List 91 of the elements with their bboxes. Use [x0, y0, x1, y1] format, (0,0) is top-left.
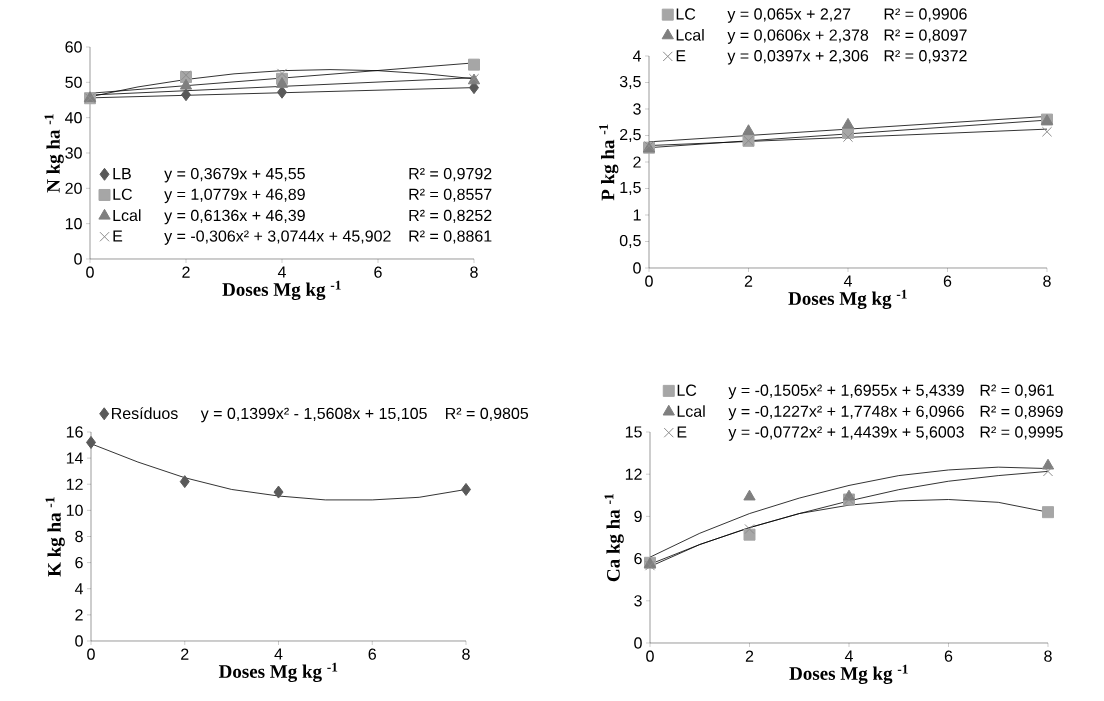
y-axis-title: P kg ha $^{-1}$ — [599, 124, 619, 201]
annotation: y = 0,0397x + 2,306 — [727, 50, 869, 65]
y-tick-label: 15 — [625, 426, 642, 438]
annotation: R² = 0,9792 — [409, 167, 492, 182]
y-tick-label: 1 — [633, 209, 641, 221]
y-tick-label: 3 — [633, 103, 641, 115]
x-axis-title: Doses Mg kg $^{-1}$ — [218, 662, 338, 682]
text: y = 0,0606x + 2,378 — [727, 29, 869, 44]
annotation: R² = 0,8252 — [409, 209, 492, 223]
x-tick-label: 0 — [646, 650, 654, 662]
legend-label: E — [677, 426, 687, 438]
x-tick-label: 4 — [277, 266, 286, 278]
x-tick-label: 8 — [462, 648, 470, 660]
y-axis-title: Ca kg ha $^{-1}$ — [604, 494, 624, 582]
annotation: y = 1,0779x + 46,89 — [164, 188, 305, 204]
text: R² = 0,8097 — [884, 29, 967, 43]
x-tick-label: 4 — [843, 275, 852, 287]
y-tick-label: 3,5 — [619, 75, 641, 90]
legend-label: Resíduos — [112, 407, 178, 420]
text: y = 0,065x + 2,27 — [727, 8, 851, 23]
y-tick-label: 2 — [633, 156, 641, 168]
text: y = -0,1505x² + 1,6955x + 5,4339 — [728, 384, 964, 400]
x-tick-label: 2 — [744, 275, 753, 287]
y-tick-label: 9 — [634, 510, 642, 523]
y-tick-label: 6 — [634, 552, 642, 565]
x-tick-label: 6 — [368, 648, 376, 660]
x-tick-label: 4 — [844, 650, 853, 662]
y-axis-title: K kg ha $^{-1}$ — [45, 497, 65, 577]
y-tick-label: 4 — [632, 50, 641, 62]
y-tick-label: 2,5 — [620, 128, 641, 143]
annotation: R² = 0,9372 — [884, 50, 967, 64]
y-tick-label: 3 — [634, 595, 642, 607]
x-axis-title: Doses Mg kg $^{-1}$ — [788, 289, 907, 309]
x-tick-label: 0 — [86, 266, 94, 278]
legend-label: LC — [113, 188, 132, 200]
x-tick-label: 6 — [943, 275, 952, 287]
text: R² = 0,9906 — [884, 8, 967, 22]
x-tick-label: 2 — [181, 648, 189, 660]
y-tick-label: 8 — [75, 530, 83, 543]
x-tick-label: 8 — [470, 266, 478, 278]
x-tick-label: 4 — [274, 648, 283, 660]
annotation: y = 0,6136x + 46,39 — [164, 209, 305, 225]
x-tick-label: 2 — [182, 266, 190, 278]
text: R² = 0,8969 — [980, 405, 1063, 419]
y-tick-label: 0 — [634, 637, 642, 649]
legend-label: Lcal — [676, 28, 704, 41]
y-tick-label: 6 — [75, 556, 83, 569]
x-axis-title: Doses Mg kg $^{-1}$ — [222, 280, 341, 300]
y-tick-label: 30 — [65, 147, 82, 159]
legend-label: E — [113, 230, 123, 242]
annotation: R² = 0,9995 — [980, 426, 1063, 440]
y-tick-label: 0 — [75, 635, 83, 647]
legend-label: Lcal — [677, 405, 705, 417]
annotation: y = -0,0772x² + 1,4439x + 5,6003 — [728, 426, 964, 441]
text: y = -0,1227x² + 1,7748x + 6,0966 — [728, 405, 964, 421]
y-tick-label: 4 — [74, 583, 83, 595]
annotation: y = -0,306x² + 3,0744x + 45,902 — [164, 230, 391, 245]
y-tick-label: 40 — [65, 112, 82, 124]
y-tick-label: 14 — [66, 452, 83, 464]
legend-label: LC — [677, 384, 697, 396]
annotation: y = 0,3679x + 45,55 — [164, 167, 305, 183]
legend-label: E — [676, 50, 686, 62]
y-tick-label: 12 — [625, 468, 642, 480]
annotation: R² = 0,8557 — [409, 188, 492, 202]
y-tick-label: 10 — [66, 504, 83, 517]
y-tick-label: 50 — [65, 76, 82, 88]
x-tick-label: 0 — [645, 275, 653, 287]
y-tick-label: 0,5 — [619, 234, 641, 249]
x-tick-label: 2 — [745, 650, 754, 662]
x-tick-label: 6 — [944, 650, 953, 662]
legend-label: LB — [113, 168, 131, 180]
y-tick-label: 16 — [66, 426, 83, 438]
y-tick-label: 12 — [66, 478, 83, 490]
x-tick-label: 8 — [1044, 650, 1052, 662]
y-tick-label: 1,5 — [620, 181, 641, 196]
text: y = 0,1399x² - 1,5608x + 15,105 — [200, 407, 427, 423]
x-axis-title: Doses Mg kg $^{-1}$ — [789, 664, 908, 684]
x-tick-label: 8 — [1043, 275, 1051, 287]
y-tick-label: 10 — [65, 218, 82, 230]
y-tick-label: 2 — [75, 609, 83, 621]
text: R² = 0,961 — [980, 384, 1054, 398]
x-tick-label: 6 — [374, 266, 382, 278]
x-tick-label: 0 — [87, 648, 95, 660]
y-tick-label: 0 — [74, 253, 82, 265]
annotation: R² = 0,8861 — [409, 230, 492, 244]
legend-label: Lcal — [113, 209, 141, 222]
text: R² = 0,9805 — [446, 407, 529, 421]
y-tick-label: 60 — [65, 41, 82, 53]
y-tick-label: 20 — [65, 182, 82, 194]
y-axis-title: N kg ha $^{-1}$ — [44, 114, 64, 193]
legend-label: LC — [676, 8, 696, 20]
